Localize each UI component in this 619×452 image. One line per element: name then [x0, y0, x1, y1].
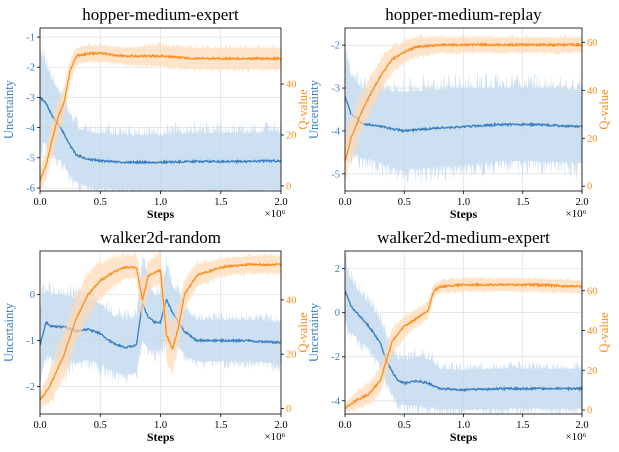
uncertainty-band — [345, 252, 582, 414]
x-multiplier: ×10⁶ — [565, 208, 586, 220]
qvalue-band — [40, 41, 281, 191]
qvalue-band — [40, 251, 281, 412]
y-right-tick-label: 60 — [587, 38, 598, 49]
y-right-tick-label: 20 — [286, 350, 297, 361]
x-tick-label: 1.0 — [457, 420, 470, 431]
x-multiplier: ×10⁶ — [565, 431, 586, 443]
y-left-axis-label: Uncertainty — [2, 302, 16, 362]
y-left-tick-label: -1 — [26, 336, 35, 347]
y-right-tick-label: 0 — [587, 182, 592, 193]
x-tick-label: 1.5 — [516, 420, 529, 431]
plot-area — [345, 33, 582, 186]
y-left-tick-label: -2 — [331, 41, 340, 52]
chart-title: hopper-medium-replay — [385, 5, 542, 24]
chart-title: walker2d-medium-expert — [377, 228, 550, 247]
y-left-tick-label: -5 — [26, 153, 35, 164]
panel-hopper-medium-replay: 0.0 0.5 1.0 1.5 2.0 -5 -4 -3 -2 0 20 40 60 hopper-med… — [307, 5, 611, 221]
qvalue-band — [345, 276, 582, 413]
y-right-tick-label: 0 — [286, 404, 291, 415]
x-multiplier: ×10⁶ — [264, 431, 285, 443]
y-left-tick-label: -6 — [26, 183, 35, 194]
y-right-tick-label: 40 — [587, 326, 598, 337]
x-tick-label: 1.5 — [214, 420, 227, 431]
y-right-axis-label: Q-value — [597, 89, 611, 130]
qvalue-line — [345, 41, 582, 162]
y-left-tick-label: -4 — [331, 396, 340, 407]
x-tick-label: 2.0 — [575, 197, 588, 208]
x-axis-label: Steps — [450, 207, 478, 221]
x-tick-label: 1.0 — [154, 197, 167, 208]
panel-walker2d-medium-expert: 0.0 0.5 1.0 1.5 2.0-4-2020204060walker2d-med… — [307, 228, 611, 444]
y-right-axis-label: Q-value — [296, 312, 310, 353]
y-right-tick-label: 60 — [587, 286, 598, 297]
qvalue-line — [345, 282, 582, 410]
y-right-tick-label: 20 — [286, 130, 297, 141]
y-right-axis-label: Q-value — [597, 312, 611, 353]
y-left-axis-label: Uncertainty — [307, 302, 321, 362]
y-left-tick-label: -2 — [26, 63, 35, 74]
y-left-tick-label: -2 — [331, 352, 340, 363]
qvalue-line — [40, 262, 281, 401]
y-left-axis-label: Uncertainty — [307, 79, 321, 139]
plot-area — [345, 252, 582, 414]
panel-hopper-medium-expert: 0.0 0.5 1.0 1.5 2.0 -6 -5 -4 -3 -2 -1 0 20 40 hopper-m… — [2, 5, 310, 221]
uncertainty-line — [40, 96, 281, 166]
y-right-axis-label: Q-value — [296, 89, 310, 130]
y-left-tick-label: 0 — [335, 308, 340, 319]
x-tick-label: 0.5 — [94, 420, 107, 431]
y-left-tick-label: -3 — [331, 84, 340, 95]
uncertainty-band — [40, 39, 281, 191]
chart-title: hopper-medium-expert — [82, 5, 239, 24]
y-right-tick-label: 20 — [587, 134, 598, 145]
y-right-tick-label: 0 — [587, 406, 592, 417]
x-axis-label: Steps — [147, 430, 175, 444]
qvalue-band — [345, 33, 582, 186]
x-tick-label: 1.5 — [516, 197, 529, 208]
uncertainty-band — [345, 46, 582, 186]
x-tick-label: 0.5 — [94, 197, 107, 208]
panel-walker2d-random: 0.0 0.5 1.0 1.5 2.0 -2 -1 0 0 20 40 walker2d-random… — [2, 228, 310, 444]
x-tick-label: 2.0 — [274, 197, 287, 208]
uncertainty-line — [345, 96, 582, 134]
x-tick-label: 1.5 — [214, 197, 227, 208]
x-axis-label: Steps — [147, 207, 175, 221]
x-tick-label: 0.0 — [33, 197, 46, 208]
x-tick-label: 2.0 — [575, 420, 588, 431]
x-tick-label: 0.0 — [33, 420, 46, 431]
y-left-tick-label: 0 — [30, 290, 35, 301]
x-tick-label: 0.0 — [338, 420, 351, 431]
y-left-tick-label: -5 — [331, 169, 340, 180]
x-tick-label: 1.0 — [154, 420, 167, 431]
x-tick-label: 0.0 — [338, 197, 351, 208]
x-tick-label: 0.5 — [398, 420, 411, 431]
y-left-tick-label: -1 — [26, 33, 35, 44]
plot-area — [40, 251, 281, 412]
y-right-tick-label: 40 — [286, 80, 297, 91]
y-left-tick-label: -3 — [26, 93, 35, 104]
y-left-tick-label: -2 — [26, 382, 35, 393]
x-multiplier: ×10⁶ — [264, 208, 285, 220]
qvalue-line — [40, 50, 281, 182]
y-left-tick-label: -4 — [331, 126, 340, 137]
y-left-axis-label: Uncertainty — [2, 79, 16, 139]
y-right-tick-label: 0 — [286, 181, 291, 192]
x-tick-label: 0.5 — [398, 197, 411, 208]
plot-area — [40, 39, 281, 191]
x-tick-label: 2.0 — [274, 420, 287, 431]
chart-title: walker2d-random — [100, 228, 221, 247]
y-right-tick-label: 20 — [587, 366, 598, 377]
x-axis-label: Steps — [450, 430, 478, 444]
y-right-tick-label: 40 — [286, 295, 297, 306]
x-tick-label: 1.0 — [457, 197, 470, 208]
y-right-tick-label: 40 — [587, 86, 598, 97]
y-left-tick-label: 2 — [335, 264, 340, 275]
y-left-tick-label: -4 — [26, 123, 35, 134]
